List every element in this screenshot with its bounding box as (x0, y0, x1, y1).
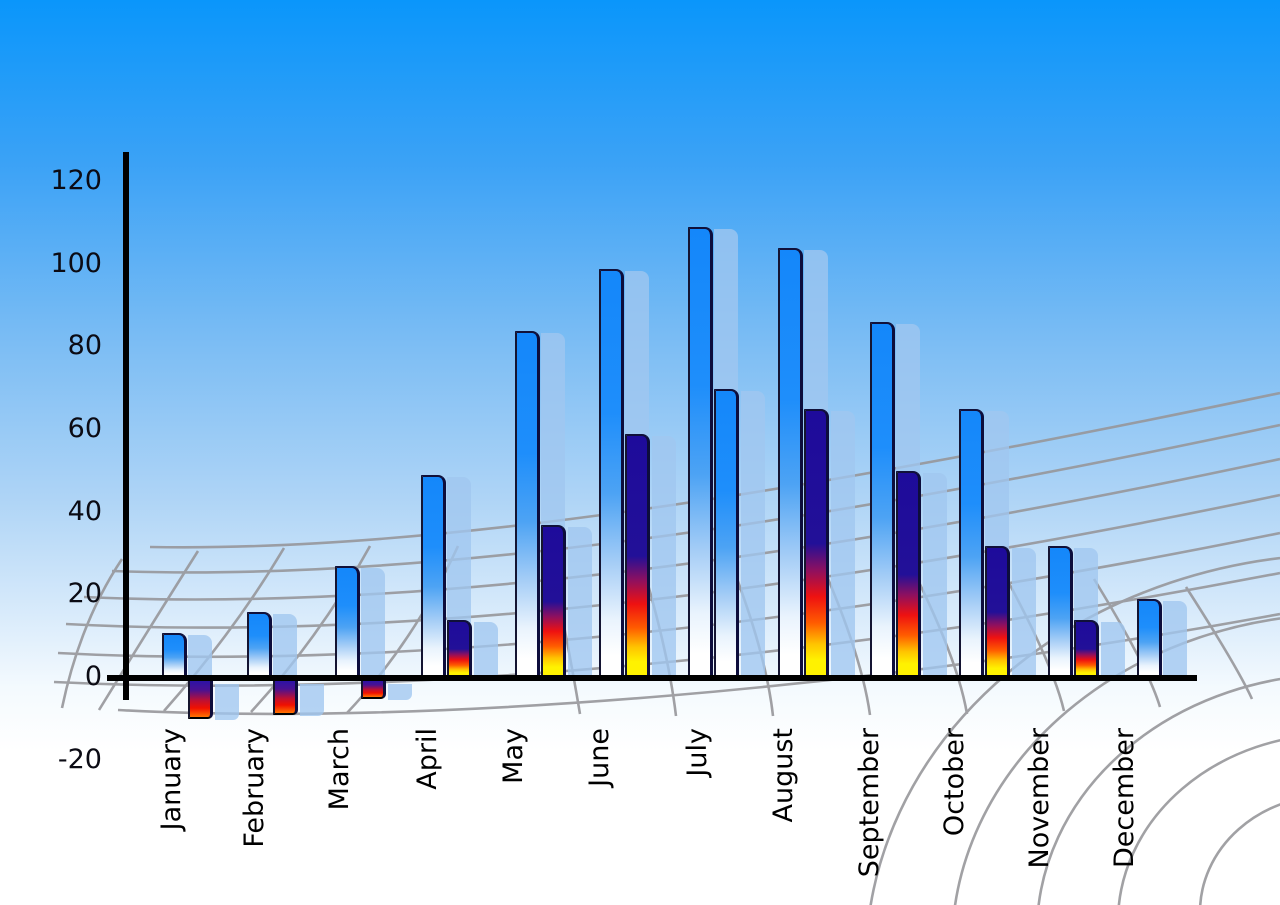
bar-may-secondary (541, 525, 566, 676)
bar-june-primary (599, 268, 624, 676)
bar-january-primary-shadow (188, 634, 212, 676)
x-label-february: February (239, 728, 270, 848)
bar-january-secondary (188, 681, 213, 720)
y-tick-0: 0 (84, 661, 102, 692)
bar-december-primary-shadow (1163, 601, 1187, 676)
y-axis-line (123, 152, 129, 700)
y-tick--20: -20 (57, 743, 102, 775)
bar-april-primary (421, 475, 446, 676)
x-label-january: January (156, 728, 187, 831)
bar-march-secondary-shadow (388, 684, 412, 700)
bar-june-secondary-shadow (652, 436, 676, 676)
bar-november-primary (1048, 545, 1073, 676)
bar-february-secondary (273, 681, 298, 716)
bar-july-secondary (714, 388, 739, 676)
bar-january-secondary-shadow (215, 684, 239, 721)
x-label-june: June (584, 728, 615, 787)
bar-april-secondary (447, 620, 472, 676)
bar-october-primary (959, 409, 984, 676)
bar-february-primary (247, 611, 272, 676)
x-label-may: May (498, 728, 529, 784)
x-label-april: April (412, 728, 443, 790)
x-label-december: December (1109, 728, 1140, 869)
bar-december-primary (1137, 599, 1162, 676)
x-label-october: October (939, 728, 970, 837)
bar-november-secondary-shadow (1101, 622, 1125, 676)
bar-november-secondary (1074, 620, 1099, 676)
y-tick-100: 100 (50, 247, 102, 279)
bar-february-secondary-shadow (300, 684, 324, 717)
x-label-november: November (1024, 728, 1055, 869)
zero-baseline (107, 675, 1197, 681)
y-tick-20: 20 (67, 578, 102, 610)
bar-october-secondary (985, 545, 1010, 676)
x-label-march: March (324, 728, 355, 811)
bar-june-secondary (625, 434, 650, 676)
bar-july-secondary-shadow (741, 390, 765, 676)
bar-august-secondary (804, 409, 829, 676)
y-tick-80: 80 (67, 330, 102, 362)
bar-january-primary (162, 632, 187, 676)
bar-september-secondary (896, 471, 921, 676)
bar-july-primary (688, 227, 713, 676)
x-label-september: September (854, 728, 885, 878)
bar-march-primary-shadow (361, 568, 385, 676)
x-label-july: July (682, 728, 713, 777)
bar-february-primary-shadow (273, 613, 297, 676)
bar-april-secondary-shadow (474, 622, 498, 676)
x-label-august: August (768, 728, 799, 823)
bar-may-primary (515, 330, 540, 676)
y-tick-40: 40 (67, 495, 102, 527)
bar-march-primary (335, 566, 360, 676)
bar-september-secondary-shadow (923, 473, 947, 676)
bar-october-secondary-shadow (1012, 547, 1036, 676)
bar-august-secondary-shadow (831, 411, 855, 676)
bar-august-primary (778, 247, 803, 676)
y-tick-60: 60 (67, 412, 102, 444)
bar-september-primary (870, 322, 895, 676)
bar-march-secondary (361, 681, 386, 699)
bar-may-secondary-shadow (568, 527, 592, 676)
y-tick-120: 120 (50, 164, 102, 196)
